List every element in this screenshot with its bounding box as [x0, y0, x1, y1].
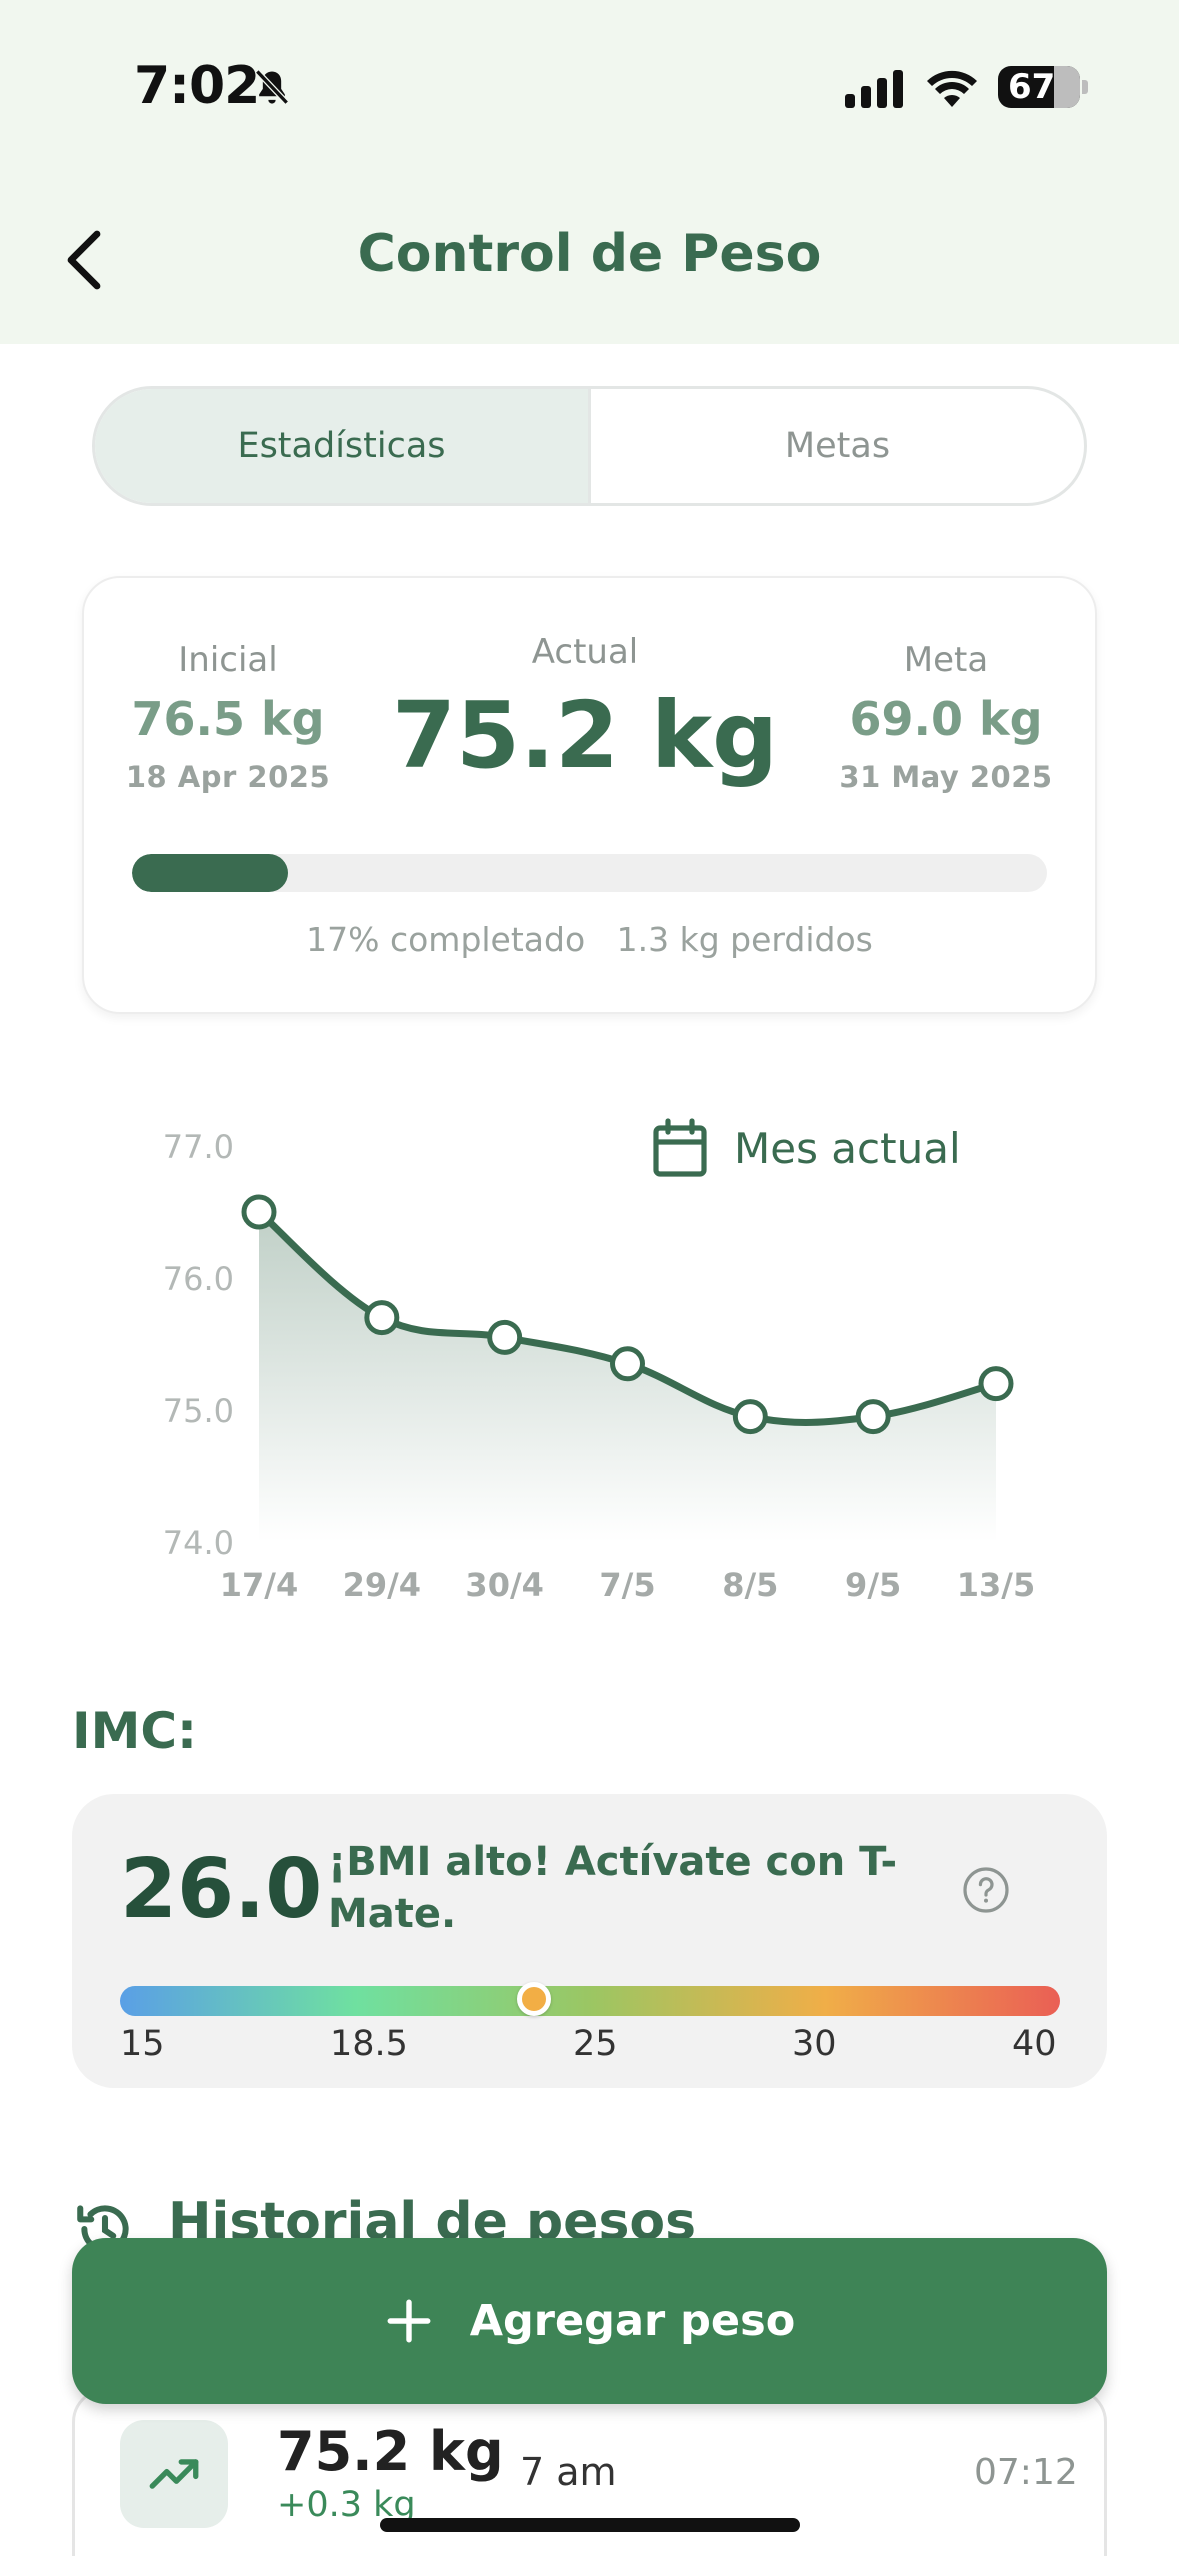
back-button[interactable]: [48, 222, 118, 298]
goal-progress-bar: [132, 854, 1047, 892]
bell-off-icon: [255, 69, 289, 105]
chart-x-tick: 8/5: [722, 1566, 778, 1604]
entry-label: 7 am: [520, 2450, 617, 2494]
header-background: [0, 0, 1179, 344]
imc-title: IMC:: [72, 1702, 198, 1760]
bmi-marker: [516, 1982, 551, 2016]
chart-point-29/4: [364, 1300, 400, 1336]
tab-metas[interactable]: Metas: [784, 426, 891, 466]
chart-x-tick: 9/5: [845, 1566, 901, 1604]
progress-summary: 17% completado 1.3 kg perdidos: [0, 920, 1179, 959]
bmi-tick-40: 40: [1012, 2024, 1057, 2064]
date-range-button[interactable]: Mes actual: [652, 1114, 961, 1182]
chart-y-tick: 77.0: [163, 1128, 234, 1166]
plus-icon: [387, 2299, 431, 2343]
weight-lost-label: 1.3 kg perdidos: [616, 920, 873, 959]
chart-point-8/5: [732, 1399, 768, 1435]
chevron-left-icon: [67, 230, 101, 290]
chart-point-17/4: [241, 1194, 277, 1230]
tab-estadisticas[interactable]: Estadísticas: [95, 389, 591, 503]
chart-x-tick: 29/4: [343, 1566, 421, 1604]
chart-y-tick: 75.0: [163, 1392, 234, 1430]
progress-percent-label: 17% completado: [306, 920, 586, 959]
add-weight-button[interactable]: Agregar peso: [72, 2238, 1107, 2404]
bmi-tick-30: 30: [792, 2024, 837, 2064]
weight-chart: 77.0 76.0 75.0 74.0 17/4 29/4 30/4 7/5 8/5 9/5 13/…: [163, 1128, 1035, 1604]
add-weight-label: Agregar peso: [469, 2296, 796, 2346]
status-time: 7:02: [134, 56, 260, 116]
home-indicator: [380, 2518, 800, 2532]
current-label: Actual: [531, 632, 639, 672]
bmi-tick-25: 25: [573, 2024, 618, 2064]
initial-date: 18 Apr 2025: [125, 760, 331, 794]
wifi-icon: [927, 70, 977, 107]
tab-bar: Estadísticas Metas: [92, 386, 1087, 506]
imc-message: ¡BMI alto! Actívate con T-Mate.: [328, 1839, 898, 1937]
chart-y-tick: 74.0: [163, 1524, 234, 1562]
goal-date: 31 May 2025: [839, 760, 1053, 794]
entry-weight: 75.2 kg: [277, 2420, 504, 2483]
bmi-tick-15: 15: [120, 2024, 165, 2064]
page-title: Control de Peso: [357, 224, 822, 284]
bmi-tick-18-5: 18.5: [330, 2024, 408, 2064]
battery-icon: 67: [998, 66, 1080, 108]
chart-y-tick: 76.0: [163, 1260, 234, 1298]
initial-label: Inicial: [178, 640, 278, 680]
calendar-icon: [653, 1118, 707, 1177]
trending-up-icon: [149, 2459, 199, 2489]
battery-level: 67: [1008, 67, 1056, 107]
chart-point-9/5: [855, 1399, 891, 1435]
chart-point-7/5: [610, 1346, 645, 1382]
current-weight: 75.2 kg: [391, 682, 779, 789]
weight-summary-card: [82, 576, 1097, 1014]
help-icon[interactable]: [962, 1866, 1010, 1914]
entry-time: 07:12: [974, 2452, 1078, 2493]
bmi-scale-bar: [120, 1986, 1060, 2016]
goal-progress-fill: [132, 854, 288, 892]
imc-value: 26.0: [120, 1842, 323, 1937]
battery-tip: [1082, 80, 1088, 94]
cellular-signal-icon: [845, 68, 903, 108]
goal-label: Meta: [903, 640, 989, 680]
date-range-label: Mes actual: [734, 1123, 961, 1173]
chart-x-tick: 7/5: [599, 1566, 655, 1604]
entry-trend-badge: [120, 2420, 228, 2528]
imc-card: [72, 1794, 1107, 2088]
goal-weight: 69.0 kg: [849, 692, 1043, 746]
initial-weight: 76.5 kg: [131, 692, 325, 746]
chart-x-tick: 13/5: [957, 1566, 1035, 1604]
chart-x-tick: 17/4: [220, 1566, 298, 1604]
chart-x-tick: 30/4: [465, 1566, 543, 1604]
chart-point-13/5: [978, 1366, 1014, 1402]
chart-point-30/4: [487, 1319, 523, 1355]
